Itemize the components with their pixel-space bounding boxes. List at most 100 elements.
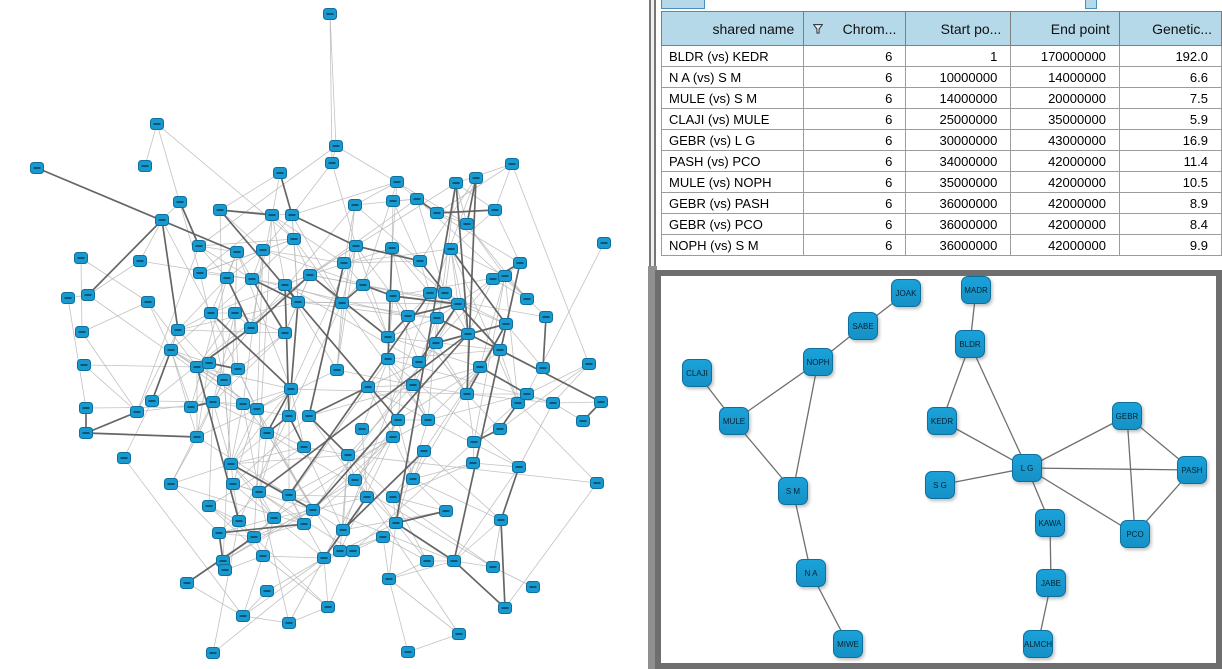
overview-edge[interactable]: [453, 519, 502, 562]
overview-edge[interactable]: [290, 245, 357, 390]
overview-edge[interactable]: [450, 248, 519, 404]
overview-edge[interactable]: [293, 238, 299, 303]
overview-edge[interactable]: [466, 223, 528, 300]
overview-edge[interactable]: [466, 323, 507, 395]
overview-edge[interactable]: [230, 454, 349, 465]
node-joak[interactable]: JOAK: [891, 279, 921, 307]
node-almch[interactable]: ALMCH: [1023, 630, 1053, 658]
overview-edge[interactable]: [161, 219, 212, 314]
overview-edge[interactable]: [388, 578, 409, 653]
node-miwe[interactable]: MIWE: [833, 630, 863, 658]
overview-edge[interactable]: [234, 251, 238, 314]
overview-edge[interactable]: [218, 523, 305, 534]
overview-edge[interactable]: [256, 249, 264, 410]
overview-edge[interactable]: [552, 401, 602, 404]
overview-edge[interactable]: [198, 145, 337, 247]
overview-edge[interactable]: [397, 419, 414, 480]
overview-edge[interactable]: [466, 177, 477, 225]
table-row[interactable]: CLAJI (vs) MULE 6 25000000 35000000 5.9: [660, 108, 1222, 130]
overview-edge[interactable]: [327, 550, 354, 608]
overview-edge[interactable]: [354, 436, 394, 481]
overview-edge[interactable]: [444, 248, 452, 294]
overview-edge[interactable]: [367, 384, 414, 388]
overview-edge[interactable]: [395, 522, 455, 562]
node-s-m[interactable]: S M: [778, 477, 808, 505]
filter-funnel-icon[interactable]: [812, 23, 824, 35]
column-header-genetic[interactable]: Genetic...: [1118, 11, 1222, 46]
overview-edge[interactable]: [309, 198, 418, 276]
overview-edge[interactable]: [83, 364, 198, 368]
overview-edge[interactable]: [467, 278, 494, 335]
overview-edge[interactable]: [355, 245, 394, 297]
overview-edge[interactable]: [232, 483, 314, 511]
overview-edge[interactable]: [444, 292, 469, 335]
overview-edge[interactable]: [208, 505, 255, 538]
edge-noph-s-m[interactable]: [792, 361, 819, 492]
overview-edge[interactable]: [253, 509, 314, 538]
overview-edge[interactable]: [499, 349, 602, 403]
overview-edge[interactable]: [136, 401, 214, 413]
node-madr[interactable]: MADR: [961, 276, 991, 304]
overview-edge[interactable]: [354, 479, 397, 524]
overview-edge[interactable]: [291, 214, 357, 247]
overview-edge[interactable]: [354, 181, 398, 206]
node-sabe[interactable]: SABE: [848, 312, 878, 340]
edge-l-g-pash[interactable]: [1026, 467, 1193, 471]
edge-bldr-l-g[interactable]: [969, 343, 1028, 469]
overview-edge[interactable]: [83, 364, 138, 413]
overview-edge[interactable]: [395, 419, 429, 524]
edge-l-g-gebr[interactable]: [1026, 415, 1128, 469]
overview-edge[interactable]: [234, 312, 286, 334]
overview-edge[interactable]: [479, 275, 506, 368]
column-header-end-point[interactable]: End point: [1010, 11, 1120, 46]
overview-edge[interactable]: [450, 248, 507, 325]
overview-edge[interactable]: [208, 401, 214, 507]
table-row[interactable]: GEBR (vs) L G 6 30000000 43000000 16.9: [660, 129, 1222, 151]
overview-edge[interactable]: [170, 349, 192, 408]
overview-edge[interactable]: [288, 557, 325, 624]
overview-edge[interactable]: [367, 361, 420, 388]
edge-gebr-pco[interactable]: [1126, 415, 1136, 535]
node-kedr[interactable]: KEDR: [927, 407, 957, 435]
overview-edge[interactable]: [416, 198, 446, 294]
overview-edge[interactable]: [494, 163, 513, 211]
column-header-chrom[interactable]: Chrom...: [803, 11, 907, 46]
overview-edge[interactable]: [219, 209, 273, 216]
overview-edge[interactable]: [309, 274, 459, 305]
overview-edge[interactable]: [279, 172, 293, 216]
overview-edge[interactable]: [392, 436, 414, 480]
overview-edge[interactable]: [308, 262, 345, 417]
overview-edge[interactable]: [494, 209, 521, 264]
overview-edge[interactable]: [196, 436, 290, 496]
overview-edge[interactable]: [87, 260, 141, 296]
overview-edge[interactable]: [170, 483, 220, 534]
overview-edge[interactable]: [210, 312, 258, 410]
overview-edge[interactable]: [251, 278, 299, 303]
overview-edge[interactable]: [212, 520, 240, 654]
overview-edge[interactable]: [151, 400, 214, 403]
overview-edge[interactable]: [382, 536, 390, 580]
overview-edge[interactable]: [258, 491, 290, 624]
overview-edge[interactable]: [347, 436, 394, 456]
overview-edge[interactable]: [219, 209, 264, 251]
overview-edge[interactable]: [242, 557, 325, 617]
node-noph[interactable]: NOPH: [803, 348, 833, 376]
toolbar-fragment[interactable]: [1085, 0, 1097, 9]
overview-edge[interactable]: [80, 257, 149, 303]
overview-edge[interactable]: [218, 491, 260, 534]
overview-edge[interactable]: [196, 366, 240, 522]
overview-edge[interactable]: [262, 517, 275, 557]
overview-edge[interactable]: [258, 491, 305, 525]
node-pash[interactable]: PASH: [1177, 456, 1207, 484]
overview-edge[interactable]: [407, 303, 459, 317]
node-claji[interactable]: CLAJI: [682, 359, 712, 387]
overview-edge[interactable]: [387, 336, 501, 351]
overview-edge[interactable]: [262, 249, 345, 264]
overview-edge[interactable]: [388, 522, 397, 580]
overview-edge[interactable]: [309, 245, 357, 276]
panel-splitter[interactable]: [648, 266, 657, 669]
overview-edge[interactable]: [455, 182, 469, 335]
overview-edge[interactable]: [504, 482, 598, 609]
overview-edge[interactable]: [179, 201, 200, 247]
overview-edge[interactable]: [347, 384, 414, 456]
